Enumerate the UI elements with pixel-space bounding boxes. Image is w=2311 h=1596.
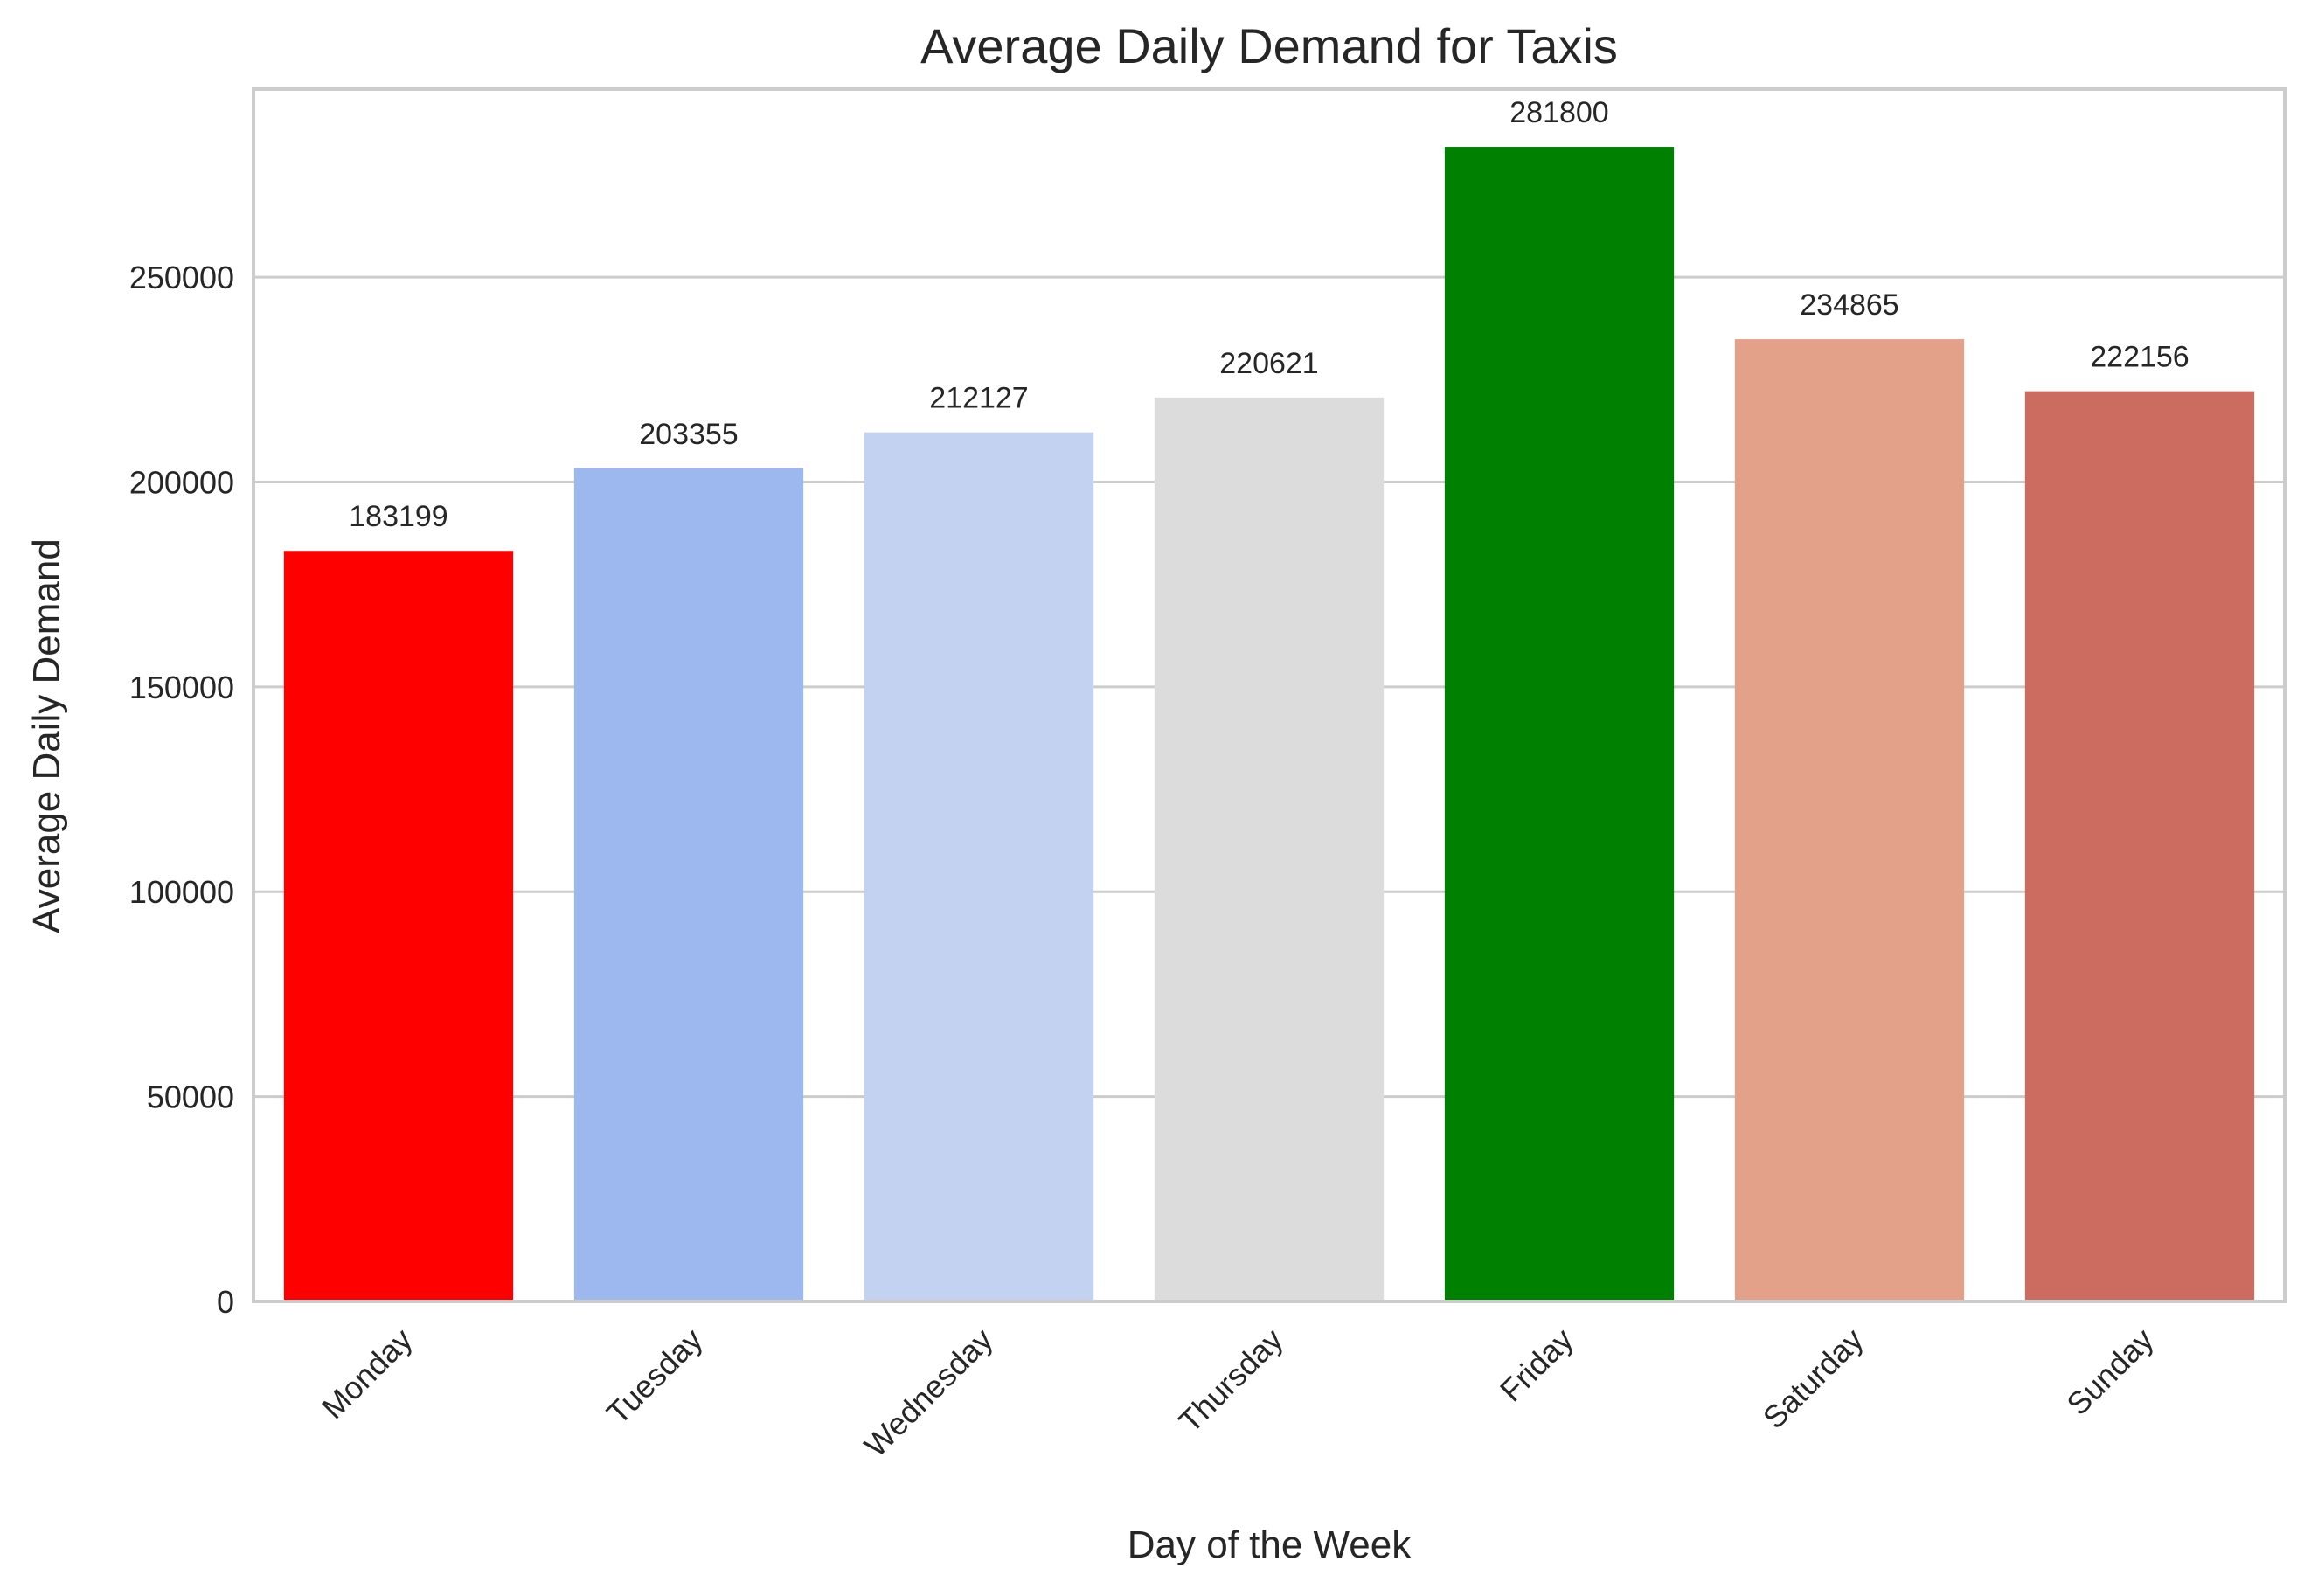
y-axis-ticks: 0 50000 100000 150000 200000 250000 xyxy=(129,260,234,1320)
data-label: 222156 xyxy=(2090,341,2189,374)
bar-monday xyxy=(283,551,514,1301)
data-label: 281800 xyxy=(1509,96,1608,129)
x-tick-label: Saturday xyxy=(1756,1322,1870,1436)
y-tick-label: 100000 xyxy=(129,874,234,910)
data-label: 234865 xyxy=(1800,288,1898,322)
data-label: 220621 xyxy=(1219,347,1318,380)
bar-tuesday xyxy=(573,468,804,1301)
bar-sunday xyxy=(2024,391,2255,1301)
data-label: 183199 xyxy=(349,500,448,533)
x-axis-label: Day of the Week xyxy=(1128,1523,1412,1566)
x-tick-label: Monday xyxy=(315,1322,420,1426)
x-tick-label: Friday xyxy=(1493,1322,1580,1409)
data-labels: 183199 203355 212127 220621 281800 234865 2221… xyxy=(349,96,2189,533)
chart-title: Average Daily Demand for Taxis xyxy=(920,18,1618,73)
x-tick-label: Tuesday xyxy=(600,1322,710,1432)
y-axis-label: Average Daily Demand xyxy=(25,538,68,933)
x-axis-ticks: Monday Tuesday Wednesday Thursday Friday Satu… xyxy=(315,1322,2161,1464)
y-tick-label: 50000 xyxy=(147,1079,234,1115)
y-tick-label: 250000 xyxy=(129,260,234,295)
x-tick-label: Thursday xyxy=(1172,1322,1290,1440)
bars xyxy=(283,147,2255,1302)
y-tick-label: 200000 xyxy=(129,464,234,500)
x-tick-label: Wednesday xyxy=(857,1322,1000,1464)
y-tick-label: 0 xyxy=(217,1284,234,1320)
bar-thursday xyxy=(1154,397,1385,1302)
plot-frame xyxy=(252,87,2287,1303)
bar-saturday xyxy=(1734,339,1965,1302)
y-tick-label: 150000 xyxy=(129,670,234,705)
x-tick-label: Sunday xyxy=(2059,1322,2160,1422)
bar-wednesday xyxy=(864,432,1094,1301)
data-label: 212127 xyxy=(929,382,1028,415)
bar-friday xyxy=(1444,147,1675,1302)
data-label: 203355 xyxy=(639,418,738,451)
